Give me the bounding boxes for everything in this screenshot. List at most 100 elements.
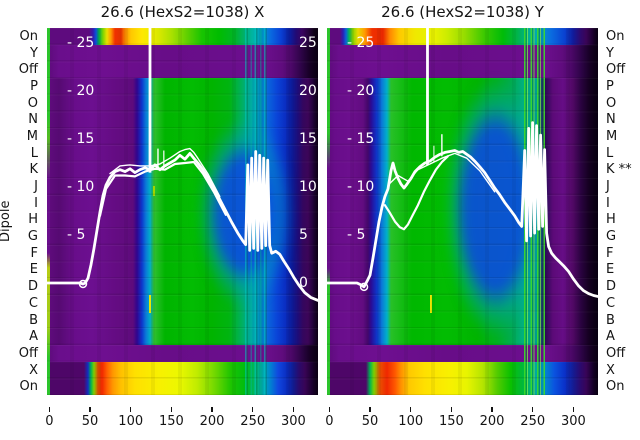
row-label: D (27, 279, 38, 295)
row-label: O (27, 95, 38, 111)
green-dash (153, 186, 155, 196)
blue-bulge (197, 118, 292, 308)
x-tick (130, 407, 132, 412)
row-label: P (30, 78, 38, 94)
row-label: K ** (606, 162, 632, 178)
row-label: N (28, 112, 38, 128)
curve-trace (109, 147, 221, 198)
x-tick-label: 250 (520, 414, 546, 429)
heatmap-rows-x-on-bottom (47, 362, 318, 395)
row-label: E (606, 262, 615, 278)
yellow-dash (430, 295, 432, 313)
x-tick-label: 0 (325, 414, 334, 429)
row-label: N (606, 112, 616, 128)
x-tick (450, 407, 453, 412)
x-tick (491, 407, 493, 412)
row-label: H (606, 212, 616, 228)
x-tick-label: 300 (560, 414, 586, 429)
row-label: G (27, 229, 38, 245)
right-panel: - 25- 20- 15- 10- 5 (327, 28, 598, 395)
row-label: P (606, 78, 614, 94)
row-label: On (19, 379, 38, 395)
row-label: On (19, 28, 38, 44)
left-panel-title: 26.6 (HexS2=1038) X (100, 3, 265, 21)
row-label: On (606, 379, 625, 395)
heatmap-rows-y-off (327, 45, 598, 78)
x-tick (252, 407, 254, 412)
row-label: H (28, 212, 38, 228)
yellow-dash (149, 295, 151, 313)
left-curve-overlay (47, 28, 318, 302)
curve-trace (98, 160, 227, 217)
curve-trace (383, 155, 449, 231)
curve-trace (327, 121, 598, 298)
row-label: Off (606, 345, 626, 361)
row-label: J (34, 179, 38, 195)
x-tick-label: 100 (398, 414, 424, 429)
x-tick-label: 50 (81, 414, 99, 429)
heatmap-rows-y-off (47, 45, 318, 78)
row-label: Off (18, 345, 38, 361)
row-label: F (30, 245, 38, 261)
row-label: J (606, 179, 610, 195)
row-label: C (28, 295, 38, 311)
row-label: C (606, 295, 616, 311)
row-label: On (606, 28, 625, 44)
row-label: K (29, 162, 38, 178)
left-row-labels: On Y Off P O N M L K J I H G F E D C B A Off X On (0, 28, 41, 395)
curve-trace (387, 152, 496, 193)
row-label: L (30, 145, 38, 161)
row-label: A (29, 329, 38, 345)
x-tick-label: 200 (479, 414, 505, 429)
x-tick-label: 250 (240, 414, 266, 429)
row-label: O (606, 95, 617, 111)
row-label: A (606, 329, 615, 345)
row-label: Off (606, 62, 626, 78)
curve-trace (47, 150, 318, 302)
x-tick-label: 150 (158, 414, 184, 429)
left-panel: - 25- 20- 15- 10- 5 25 20 15 10 5 0 (47, 28, 318, 395)
heatmap-rows-x-on-bottom (327, 362, 598, 395)
x-tick (410, 407, 412, 412)
curve-marker (78, 279, 88, 289)
x-tick-label: 200 (199, 414, 225, 429)
x-tick (170, 407, 173, 412)
row-label: Y (30, 45, 38, 61)
x-tick (48, 407, 51, 412)
left-edge-strip (47, 28, 50, 395)
left-x-axis: 0 50 100 150 200 250 300 (45, 395, 318, 440)
row-label: I (606, 195, 610, 211)
x-tick (328, 407, 331, 412)
row-label: Off (18, 62, 38, 78)
pixel-texture (327, 28, 598, 395)
row-label: I (34, 195, 38, 211)
row-label: F (606, 245, 614, 261)
curve-marker (359, 282, 369, 292)
x-tick (572, 407, 575, 412)
right-curve-overlay (327, 28, 598, 298)
row-label: M (606, 128, 618, 144)
row-label: E (29, 262, 38, 278)
x-tick (532, 407, 534, 412)
row-label: Y (606, 45, 614, 61)
row-label: M (26, 128, 38, 144)
right-x-axis: 0 50 100 150 200 250 300 (325, 395, 598, 440)
row-label: L (606, 145, 614, 161)
heatmap-body (47, 78, 318, 345)
x-tick (369, 407, 371, 412)
row-label: X (29, 362, 38, 378)
left-edge-strip (327, 28, 330, 395)
pixel-texture (47, 28, 318, 395)
row-label: D (606, 279, 617, 295)
x-tick (292, 407, 295, 412)
row-label: B (29, 312, 38, 328)
x-tick-label: 50 (361, 414, 379, 429)
x-tick-label: 300 (280, 414, 306, 429)
right-panel-title: 26.6 (HexS2=1038) Y (381, 3, 544, 21)
x-tick-label: 100 (118, 414, 144, 429)
x-tick (89, 407, 91, 412)
right-row-labels: On Y Off P O N M L K ** J I H G F E D C B A Off X On (604, 28, 640, 395)
x-tick (211, 407, 213, 412)
x-tick-label: 150 (438, 414, 464, 429)
